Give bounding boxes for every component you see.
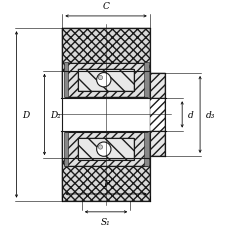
Bar <box>64 133 147 166</box>
Text: P: P <box>103 180 109 188</box>
Bar <box>149 74 165 156</box>
Circle shape <box>98 76 102 80</box>
Text: D₂: D₂ <box>50 110 61 119</box>
Bar <box>143 63 148 98</box>
Bar <box>63 132 68 167</box>
Bar <box>63 63 68 98</box>
Bar <box>62 29 149 201</box>
Bar <box>64 64 147 97</box>
Circle shape <box>96 142 110 157</box>
Bar <box>77 138 134 161</box>
Bar <box>62 71 149 158</box>
Bar <box>149 99 165 131</box>
Bar <box>77 69 134 92</box>
Bar <box>64 133 147 166</box>
Text: C: C <box>102 2 109 11</box>
Bar <box>77 138 134 161</box>
Bar <box>62 29 149 201</box>
Circle shape <box>98 145 102 150</box>
Text: B₁: B₁ <box>101 104 111 113</box>
Circle shape <box>96 73 110 87</box>
Text: d₃: d₃ <box>205 110 214 119</box>
Text: D: D <box>22 110 29 119</box>
Text: d: d <box>187 110 193 119</box>
Bar <box>60 99 167 131</box>
Text: S₁: S₁ <box>101 218 110 226</box>
Bar <box>143 132 148 167</box>
Bar <box>149 74 165 156</box>
Bar <box>77 69 134 92</box>
Bar <box>64 64 147 97</box>
